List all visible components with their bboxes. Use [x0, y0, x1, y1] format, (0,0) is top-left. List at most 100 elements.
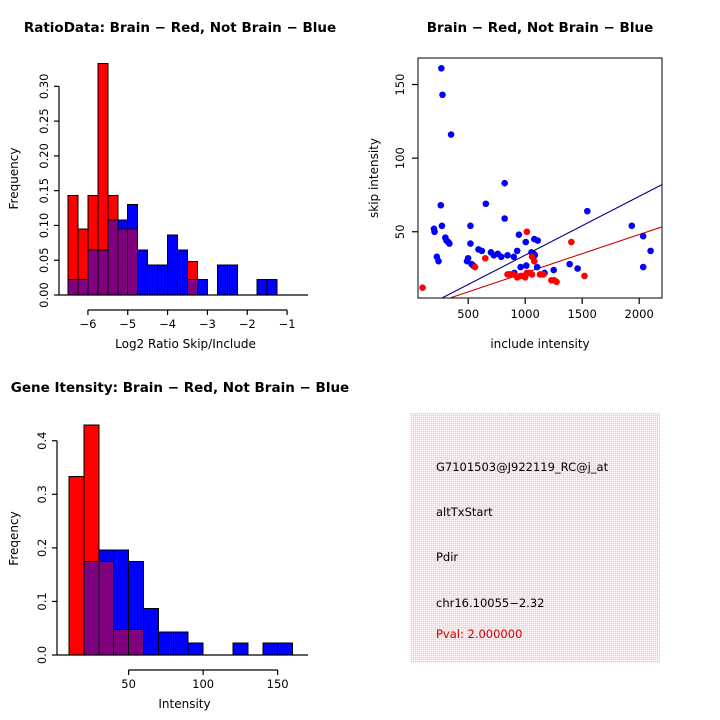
x-axis-label: Log2 Ratio Skip/Include — [115, 337, 256, 351]
scatter-point — [464, 254, 472, 262]
scatter-point — [446, 240, 453, 247]
scatter-point — [534, 237, 542, 244]
histogram-bar — [232, 642, 249, 656]
histogram-bar — [226, 264, 238, 296]
scatter-axes: 50 100 150 500 1000 1500 2000 include intensity… — [367, 74, 654, 351]
histogram-bar — [157, 631, 174, 656]
x-tick-label: −3 — [199, 317, 216, 331]
y-tick-label: 0.1 — [35, 592, 49, 610]
scatter-point — [515, 231, 523, 238]
x-tick-label: 1000 — [511, 307, 540, 321]
scatter-point — [431, 228, 438, 236]
histogram-bar — [177, 249, 188, 296]
gene-histogram-svg: 0.0 0.1 0.2 0.3 0.4 50 100 150 Intensity Freqency — [7, 424, 308, 711]
scatter-point — [530, 257, 538, 265]
histogram-bar-overlap — [83, 560, 100, 656]
scatter-point — [513, 274, 521, 281]
x-tick-label: −1 — [279, 317, 296, 331]
y-tick-label: 150 — [393, 74, 407, 96]
scatter-point — [581, 272, 588, 280]
histogram-bar — [143, 607, 159, 656]
scatter-point — [447, 131, 455, 138]
ratio-histogram-axes: 0.00 0.05 0.10 0.15 0.20 0.25 0.30 −6 −5 −4 −3 −2 −1… — [7, 74, 308, 351]
histogram-bar-overlap — [77, 279, 89, 296]
scatter-point — [481, 254, 489, 262]
y-axis-label: skip intensity — [367, 138, 381, 218]
event-type-text: altTxStart — [436, 505, 493, 519]
scatter-fit-lines — [440, 184, 662, 298]
scatter-svg: 50 100 150 500 1000 1500 2000 include intensity… — [367, 57, 663, 351]
scatter-point — [501, 215, 508, 222]
scatter-point — [471, 263, 479, 271]
y-tick-label: 0.00 — [37, 282, 51, 308]
scatter-point — [438, 222, 446, 230]
histogram-bar — [187, 642, 204, 656]
scatter-point — [523, 262, 530, 269]
gene-histogram-bars — [68, 424, 294, 656]
scatter-point — [574, 265, 581, 272]
scatter-point — [533, 263, 541, 271]
locus-text: chr16.10055−2.32 — [436, 596, 545, 610]
x-tick-label: −6 — [79, 317, 96, 331]
regression-line — [448, 226, 662, 298]
y-tick-label: 0.2 — [35, 539, 49, 557]
scatter-point — [435, 257, 442, 265]
y-tick-label: 0.15 — [37, 178, 51, 204]
panel-info: G7101503@J922119_RC@j_at altTxStart Pdir… — [360, 360, 720, 720]
y-tick-label: 0.25 — [37, 108, 51, 134]
scatter-point — [467, 240, 474, 247]
scatter-point — [566, 260, 573, 268]
scatter-point — [438, 65, 445, 72]
histogram-bar-overlap — [107, 219, 119, 296]
scatter-point — [553, 278, 560, 286]
ratio-histogram-svg: 0.00 0.05 0.10 0.15 0.20 0.25 0.30 −6 −5 −4 −3 −2 −1… — [7, 62, 308, 351]
scatter-point — [540, 271, 547, 278]
gene-histogram-axes: 0.0 0.1 0.2 0.3 0.4 50 100 150 Intensity Freqency — [7, 432, 308, 711]
x-tick-label: −4 — [159, 317, 176, 331]
y-tick-label: 100 — [393, 147, 407, 169]
scatter-point — [437, 201, 445, 209]
scatter-point — [517, 263, 524, 271]
panel-ratio-histogram: RatioData: Brain − Red, Not Brain − Blue… — [0, 0, 360, 360]
scatter-point — [647, 247, 654, 255]
y-axis-label: Frequency — [7, 148, 21, 210]
ratio-histogram-plot: 0.00 0.05 0.10 0.15 0.20 0.25 0.30 −6 −5 −4 −3 −2 −1… — [0, 0, 360, 360]
histogram-bar-overlap — [97, 249, 109, 296]
histogram-bar — [157, 264, 169, 296]
scatter-point — [501, 179, 508, 187]
scatter-point — [467, 222, 474, 230]
x-tick-label: −5 — [119, 317, 136, 331]
histogram-bar-overlap — [127, 228, 139, 296]
scatter-point — [639, 232, 647, 240]
scatter-point — [478, 247, 486, 255]
gene-histogram-title: Gene Itensity: Brain − Red, Not Brain − … — [10, 380, 350, 396]
x-tick-label: 100 — [192, 677, 214, 691]
probe-id-text: G7101503@J922119_RC@j_at — [436, 460, 609, 474]
scatter-point — [439, 91, 446, 99]
ratio-histogram-bars — [67, 62, 278, 296]
scatter-point — [504, 252, 511, 259]
panel-gene-histogram: Gene Itensity: Brain − Red, Not Brain − … — [0, 360, 360, 720]
scatter-point — [522, 238, 530, 246]
histogram-bar — [256, 279, 268, 296]
scatter-point — [528, 271, 536, 278]
histogram-bar-overlap — [128, 628, 145, 656]
histogram-bar-overlap — [98, 560, 115, 656]
y-tick-label: 0.4 — [35, 432, 49, 450]
y-tick-label: 0.0 — [35, 646, 49, 664]
histogram-bar — [216, 264, 228, 296]
x-tick-label: 500 — [457, 307, 479, 321]
scatter-point — [584, 207, 591, 215]
scatter-point — [510, 253, 518, 261]
y-tick-label: 0.30 — [37, 74, 51, 100]
histogram-bar-overlap — [113, 628, 130, 656]
scatter-point — [639, 263, 647, 271]
y-tick-label: 0.20 — [37, 143, 51, 169]
scatter-point — [419, 284, 426, 291]
histogram-bar — [172, 631, 189, 656]
panel-scatter: Brain − Red, Not Brain − Blue 50 100 150 50… — [360, 0, 720, 360]
scatter-title: Brain − Red, Not Brain − Blue — [426, 20, 654, 36]
x-tick-label: 150 — [267, 677, 289, 691]
scatter-point — [497, 253, 505, 261]
